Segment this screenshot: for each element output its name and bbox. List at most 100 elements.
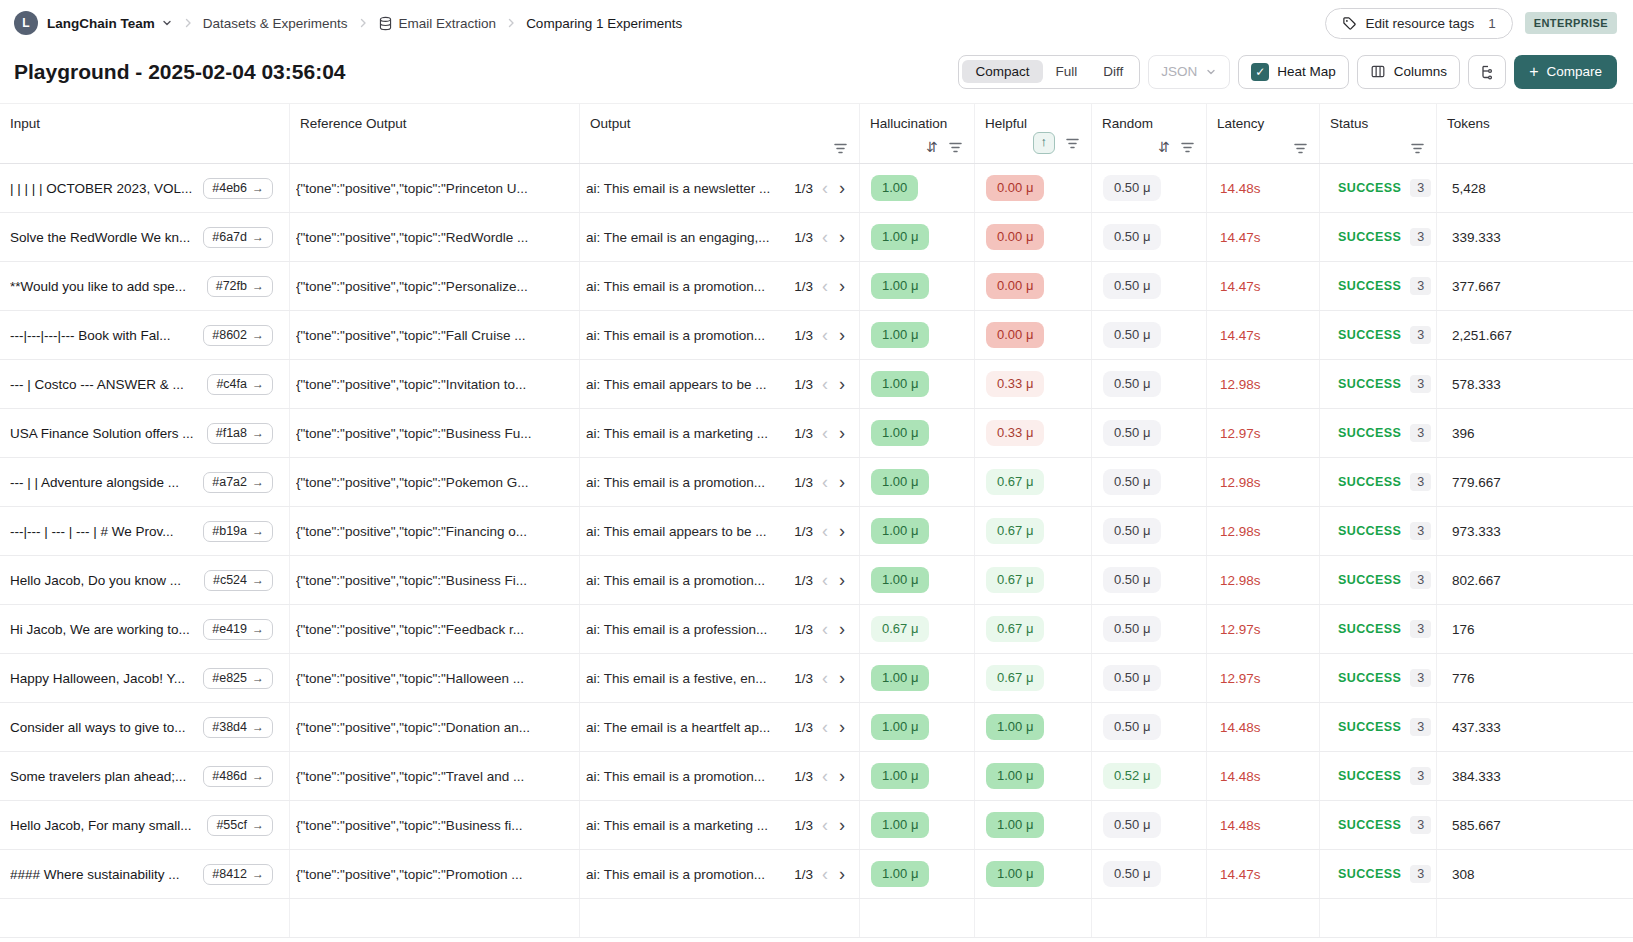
next-repetition-icon[interactable]: › (837, 228, 847, 246)
next-repetition-icon[interactable]: › (837, 620, 847, 638)
heat-map-toggle[interactable]: ✓ Heat Map (1238, 55, 1349, 89)
sort-icon[interactable]: ⇵ (926, 140, 938, 154)
previous-repetition-icon[interactable]: ‹ (820, 375, 830, 393)
example-link[interactable]: #6a7d→ (203, 227, 273, 248)
breadcrumb-dataset[interactable]: Email Extraction (378, 16, 497, 31)
table-row[interactable]: Consider all ways to give to...#38d4→{"t… (0, 703, 1633, 752)
edit-resource-tags-button[interactable]: Edit resource tags 1 (1325, 8, 1512, 39)
filter-icon[interactable] (949, 142, 962, 153)
status-badge: SUCCESS (1338, 181, 1401, 195)
filter-icon[interactable] (1294, 143, 1307, 154)
repetition-page-indicator: 1/3 (794, 230, 813, 245)
previous-repetition-icon[interactable]: ‹ (820, 326, 830, 344)
next-repetition-icon[interactable]: › (837, 767, 847, 785)
org-avatar[interactable]: L (14, 11, 38, 35)
example-link[interactable]: #55cf→ (207, 815, 273, 836)
previous-repetition-icon[interactable]: ‹ (820, 816, 830, 834)
example-link[interactable]: #e825→ (203, 668, 273, 689)
sort-ascending-active-icon[interactable]: ↑ (1033, 132, 1056, 154)
example-link[interactable]: #4eb6→ (203, 178, 273, 199)
previous-repetition-icon[interactable]: ‹ (820, 669, 830, 687)
example-link[interactable]: #e419→ (203, 619, 273, 640)
table-row[interactable]: | | | | | OCTOBER 2023, VOL...#4eb6→{"to… (0, 164, 1633, 213)
output-text: ai: This email is a marketing ... (586, 426, 787, 441)
next-repetition-icon[interactable]: › (837, 473, 847, 491)
run-count-badge: 3 (1410, 620, 1431, 638)
next-repetition-icon[interactable]: › (837, 326, 847, 344)
filter-icon[interactable] (834, 143, 847, 154)
heat-map-checkbox[interactable]: ✓ (1251, 63, 1269, 81)
next-repetition-icon[interactable]: › (837, 669, 847, 687)
table-row[interactable]: Happy Halloween, Jacob! Y...#e825→{"tone… (0, 654, 1633, 703)
previous-repetition-icon[interactable]: ‹ (820, 571, 830, 589)
example-link[interactable]: #a7a2→ (203, 472, 273, 493)
previous-repetition-icon[interactable]: ‹ (820, 277, 830, 295)
next-repetition-icon[interactable]: › (837, 718, 847, 736)
team-switcher[interactable]: LangChain Team (47, 16, 173, 31)
example-link[interactable]: #72fb→ (207, 276, 273, 297)
sort-icon[interactable]: ⇵ (1158, 140, 1170, 154)
output-text: ai: This email is a promotion... (586, 769, 787, 784)
example-link[interactable]: #486d→ (203, 766, 273, 787)
next-repetition-icon[interactable]: › (837, 179, 847, 197)
filter-icon[interactable] (1066, 138, 1079, 149)
table-row[interactable]: Some travelers plan ahead;...#486d→{"ton… (0, 752, 1633, 801)
table-row[interactable]: USA Finance Solution offers ...#f1a8→{"t… (0, 409, 1633, 458)
compare-button[interactable]: + Compare (1514, 55, 1617, 89)
previous-repetition-icon[interactable]: ‹ (820, 522, 830, 540)
view-mode-compact[interactable]: Compact (962, 60, 1042, 83)
table-row[interactable]: ---|---|---|--- Book with Fal...#8602→{"… (0, 311, 1633, 360)
random-cell: 0.50 μ (1092, 507, 1207, 555)
columns-button[interactable]: Columns (1357, 55, 1460, 89)
table-row[interactable]: --- | Costco --- ANSWER & ...#c4fa→{"ton… (0, 360, 1633, 409)
next-repetition-icon[interactable]: › (837, 375, 847, 393)
next-repetition-icon[interactable]: › (837, 865, 847, 883)
hallucination-score-badge: 1.00 μ (871, 812, 929, 838)
output-cell: ai: This email is a promotion...1/3‹› (580, 556, 860, 604)
table-row[interactable]: --- | | Adventure alongside ...#a7a2→{"t… (0, 458, 1633, 507)
table-row[interactable]: Hi Jacob, We are working to...#e419→{"to… (0, 605, 1633, 654)
status-cell: SUCCESS3 (1320, 654, 1437, 702)
random-cell: 0.50 μ (1092, 556, 1207, 604)
input-cell: USA Finance Solution offers ...#f1a8→ (0, 409, 290, 457)
previous-repetition-icon[interactable]: ‹ (820, 473, 830, 491)
format-dropdown[interactable]: JSON (1148, 55, 1230, 89)
example-link[interactable]: #b19a→ (203, 521, 273, 542)
previous-repetition-icon[interactable]: ‹ (820, 179, 830, 197)
table-row[interactable]: Hello Jacob, Do you know ...#c524→{"tone… (0, 556, 1633, 605)
filter-icon[interactable] (1411, 143, 1424, 154)
previous-repetition-icon[interactable]: ‹ (820, 424, 830, 442)
example-link[interactable]: #c4fa→ (207, 374, 273, 395)
helpful-cell: 0.00 μ (975, 262, 1092, 310)
example-link[interactable]: #f1a8→ (207, 423, 273, 444)
previous-repetition-icon[interactable]: ‹ (820, 767, 830, 785)
input-cell: #### Where sustainability ...#8412→ (0, 850, 290, 898)
trace-tree-button[interactable] (1468, 55, 1506, 89)
previous-repetition-icon[interactable]: ‹ (820, 620, 830, 638)
open-example-arrow-icon: → (252, 426, 264, 440)
view-mode-diff[interactable]: Diff (1090, 60, 1136, 83)
table-row[interactable]: Solve the RedWordle We kn...#6a7d→{"tone… (0, 213, 1633, 262)
next-repetition-icon[interactable]: › (837, 424, 847, 442)
example-link[interactable]: #8602→ (203, 325, 273, 346)
previous-repetition-icon[interactable]: ‹ (820, 718, 830, 736)
example-link[interactable]: #38d4→ (203, 717, 273, 738)
table-row[interactable]: Hello Jacob, For many small...#55cf→{"to… (0, 801, 1633, 850)
example-link[interactable]: #8412→ (203, 864, 273, 885)
table-row[interactable]: ---|--- | --- | --- | # We Prov...#b19a→… (0, 507, 1633, 556)
example-link[interactable]: #c524→ (204, 570, 273, 591)
previous-repetition-icon[interactable]: ‹ (820, 228, 830, 246)
next-repetition-icon[interactable]: › (837, 277, 847, 295)
table-row[interactable]: #### Where sustainability ...#8412→{"ton… (0, 850, 1633, 899)
filter-icon[interactable] (1181, 142, 1194, 153)
breadcrumb-datasets-experiments[interactable]: Datasets & Experiments (203, 16, 348, 31)
next-repetition-icon[interactable]: › (837, 816, 847, 834)
next-repetition-icon[interactable]: › (837, 571, 847, 589)
hallucination-cell: 1.00 μ (860, 850, 975, 898)
previous-repetition-icon[interactable]: ‹ (820, 865, 830, 883)
output-cell: ai: This email appears to be ...1/3‹› (580, 360, 860, 408)
next-repetition-icon[interactable]: › (837, 522, 847, 540)
table-row-partial[interactable] (0, 899, 1633, 938)
view-mode-full[interactable]: Full (1043, 60, 1091, 83)
table-row[interactable]: **Would you like to add spe...#72fb→{"to… (0, 262, 1633, 311)
